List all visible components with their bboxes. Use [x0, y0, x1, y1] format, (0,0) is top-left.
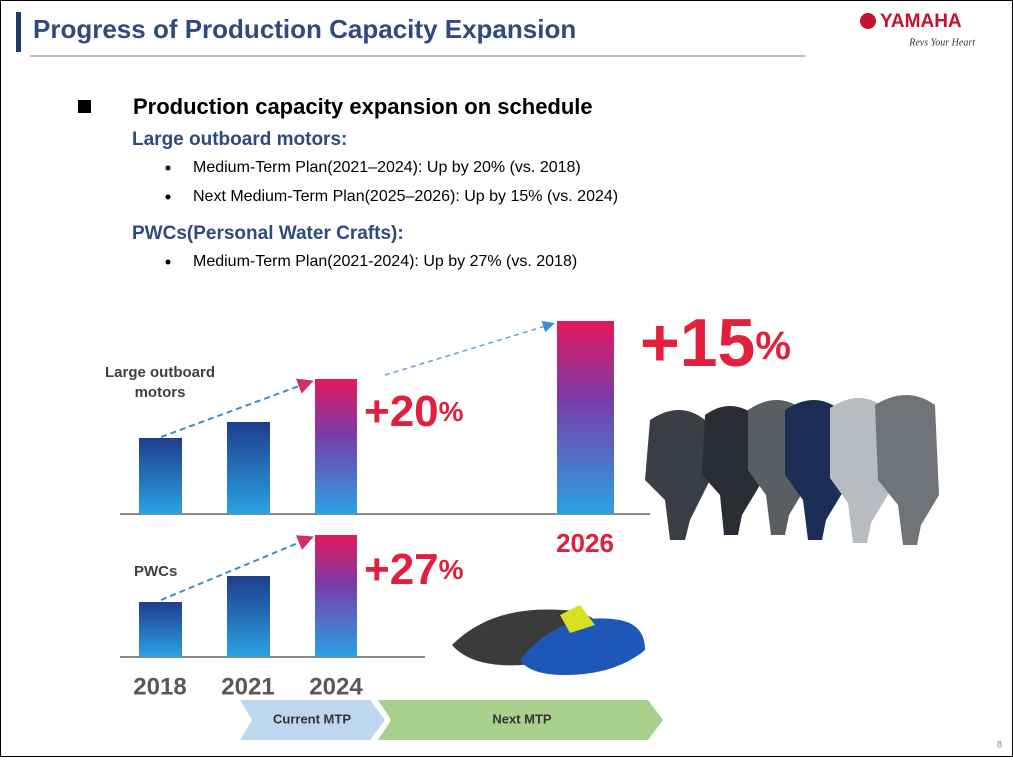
title: Progress of Production Capacity Expansio…	[33, 14, 576, 44]
bullet-text: Next Medium-Term Plan(2025–2026): Up by …	[193, 188, 618, 205]
timeline-label: Current MTP	[273, 711, 351, 726]
year-label: 2024	[309, 673, 363, 700]
timeline-label: Next MTP	[492, 711, 552, 726]
pwc-image	[452, 605, 645, 675]
title-bar	[16, 12, 21, 52]
increase-20: +20%	[364, 387, 464, 436]
outboard-motors	[645, 395, 939, 545]
bar	[315, 379, 357, 514]
increase-27: +27%	[364, 545, 464, 594]
section-title: PWCs(Personal Water Crafts):	[132, 223, 404, 244]
logo-mark	[860, 13, 876, 29]
bar	[315, 535, 357, 657]
bar	[557, 321, 614, 514]
trend-arrow	[384, 320, 555, 376]
sections: Large outboard motors: Medium-Term Plan(2…	[132, 129, 618, 270]
chevron	[378, 700, 663, 740]
chevron	[240, 700, 385, 740]
year-label: 2021	[221, 673, 274, 700]
bullet-text: Medium-Term Plan(2021-2024): Up by 27% (…	[193, 253, 577, 270]
bullet	[165, 165, 171, 171]
trend-arrow	[160, 535, 314, 601]
bullet	[165, 259, 171, 265]
bar	[227, 576, 270, 657]
year-label: 2018	[133, 673, 186, 700]
page-number: 8	[997, 739, 1002, 749]
tagline: Revs Your Heart	[908, 37, 975, 48]
future-year: 2026	[556, 528, 614, 558]
years: 2018 2021 2024	[133, 673, 363, 700]
pwc-label: PWCs	[134, 563, 177, 580]
bullet	[165, 194, 171, 200]
bar	[227, 422, 270, 514]
logo: YAMAHA	[880, 11, 962, 32]
bar	[139, 438, 182, 514]
bullet-text: Medium-Term Plan(2021–2024): Up by 20% (…	[193, 159, 581, 176]
bullet-square	[78, 100, 91, 113]
bar	[139, 602, 182, 657]
increase-15: +15%	[640, 305, 791, 381]
section-title: Large outboard motors:	[132, 129, 347, 150]
heading: Production capacity expansion on schedul…	[133, 94, 593, 119]
outboard-label: Large outboard motors	[105, 364, 215, 401]
trend-arrow	[160, 378, 314, 438]
